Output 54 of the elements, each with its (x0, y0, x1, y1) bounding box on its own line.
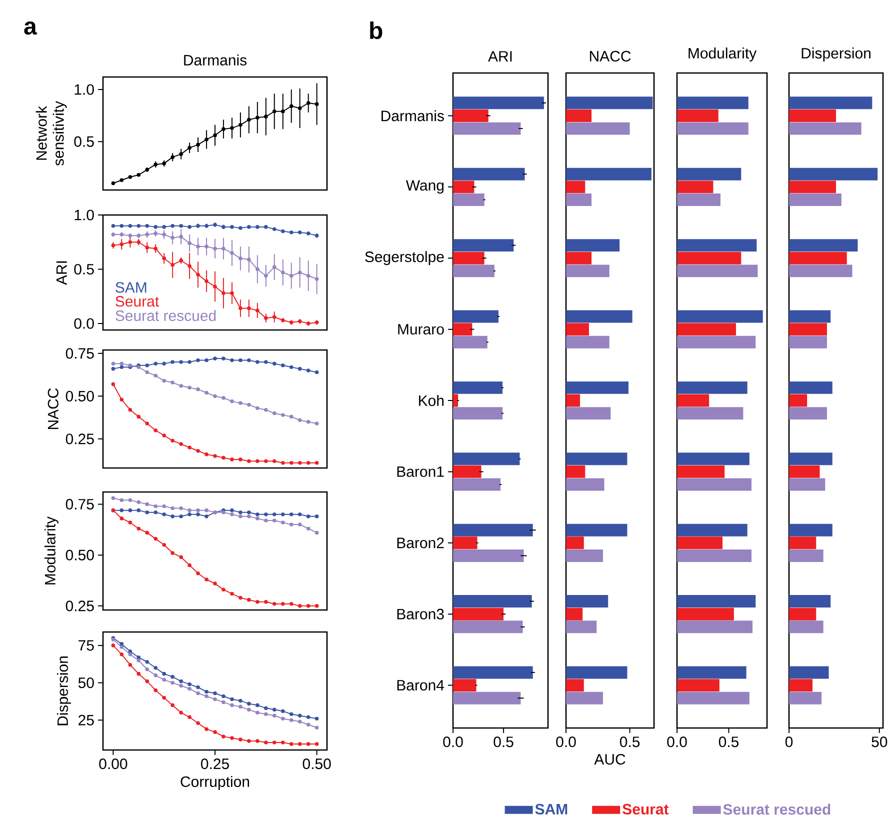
x-tick-label: 0.0 (556, 736, 576, 748)
y-tick-label: 0.25 (66, 434, 94, 444)
chart-title: Darmanis (184, 54, 247, 66)
x-tick-label: 0.5 (718, 736, 739, 748)
y-tick-label: 25 (78, 714, 94, 726)
x-axis-title: Corruption (180, 776, 250, 790)
x-tick-label: 0.5 (494, 736, 514, 748)
y-tick-label: Baron1 (397, 466, 444, 477)
text: a (24, 22, 38, 35)
y-tick-label: 0.25 (66, 600, 94, 612)
text: SAM (116, 282, 146, 293)
y-tick-label: 75 (78, 640, 94, 651)
y-tick-label: 0.5 (74, 136, 94, 147)
text: Seurat (116, 296, 159, 307)
chart-title: Dispersion (802, 48, 870, 62)
y-tick-label: 0.50 (66, 390, 94, 402)
y-tick-label: Baron2 (397, 538, 444, 548)
x-tick-label: 0.25 (201, 758, 229, 770)
y-axis-title: Network sensitivity (36, 101, 67, 166)
x-tick-label: 0.50 (302, 758, 331, 770)
y-tick-label: 0.0 (74, 318, 94, 329)
y-tick-label: Darmanis (382, 110, 444, 122)
chart-title: Modularity (688, 48, 757, 62)
y-tick-label: Baron4 (397, 680, 444, 691)
y-axis-title: Modularity (44, 516, 58, 584)
legend-label: Seurat (622, 804, 669, 815)
y-tick-label: 0.50 (66, 550, 94, 560)
y-tick-label: Koh (419, 394, 444, 406)
x-axis-title: AUC (594, 754, 626, 765)
y-tick-label: Wang (406, 180, 444, 194)
y-tick-label: 0.5 (74, 264, 94, 275)
text: b (370, 22, 382, 40)
y-axis-title: NACC (48, 388, 58, 430)
x-tick-label: 0.0 (443, 736, 463, 748)
x-tick-label: 50 (872, 736, 888, 748)
y-tick-label: 0.75 (66, 348, 94, 359)
chart-title: NACC (590, 50, 631, 62)
y-tick-label: 1.0 (74, 210, 94, 220)
y-tick-label: 0.75 (66, 498, 94, 510)
text: Seurat rescued (116, 310, 216, 322)
x-tick-label: 0.0 (667, 736, 687, 748)
x-tick-label: 0 (785, 736, 793, 748)
x-tick-label: 0.00 (99, 758, 128, 770)
y-tick-label: Muraro (398, 324, 444, 335)
legend-label: Seurat rescued (723, 804, 830, 815)
y-tick-label: Segerstolpe (365, 251, 444, 266)
y-axis-title: ARI (56, 261, 67, 285)
x-tick-label: 0.5 (620, 736, 640, 748)
y-tick-label: Baron3 (397, 608, 444, 620)
y-axis-title: Dispersion (56, 656, 71, 726)
y-tick-label: 1.0 (74, 84, 94, 95)
legend-label: SAM (535, 804, 568, 815)
y-tick-label: 50 (78, 677, 94, 688)
chart-title: ARI (488, 51, 512, 62)
